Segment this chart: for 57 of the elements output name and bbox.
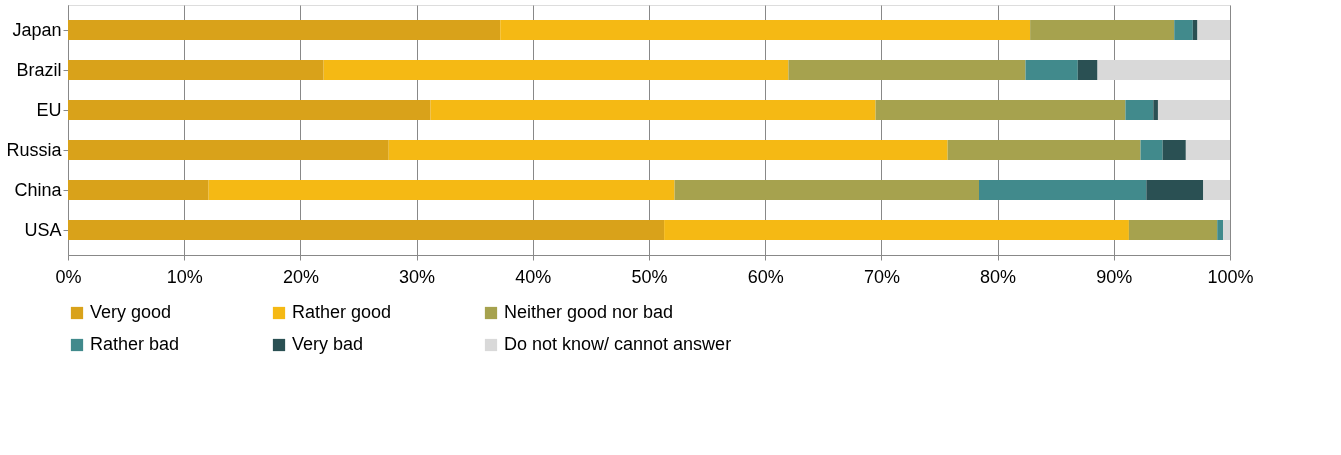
bar	[68, 60, 324, 80]
legend-label: Do not know/ cannot answer	[504, 334, 732, 354]
bar	[68, 100, 431, 120]
bar	[1125, 100, 1154, 120]
bar	[1025, 60, 1078, 80]
y-tick-label: China	[14, 179, 63, 200]
x-tick-label: 60%	[747, 266, 784, 287]
bar	[1097, 60, 1230, 80]
bar	[323, 60, 789, 80]
x-tick-label: 80%	[980, 266, 1017, 287]
x-tick-label: 0%	[55, 266, 82, 287]
x-tick-label: 70%	[863, 266, 900, 287]
x-tick-label: 20%	[282, 266, 319, 287]
bar	[1140, 140, 1163, 160]
bar	[68, 220, 665, 240]
y-tick-label: Russia	[6, 139, 63, 160]
bar	[1128, 220, 1218, 240]
bar	[68, 180, 209, 200]
bar	[1203, 180, 1230, 200]
x-tick-label: 90%	[1096, 266, 1133, 287]
bar	[1174, 20, 1193, 40]
bar	[68, 140, 389, 160]
bar	[1157, 100, 1230, 120]
bar	[788, 60, 1026, 80]
bar	[979, 180, 1147, 200]
legend-label: Rather good	[292, 302, 392, 322]
x-tick-label: 30%	[399, 266, 436, 287]
bar	[1185, 140, 1230, 160]
bar	[430, 100, 876, 120]
bar	[1162, 140, 1186, 160]
y-tick-label: Japan	[12, 19, 62, 40]
x-tick-label: 50%	[631, 266, 668, 287]
bar	[1153, 100, 1158, 120]
x-tick-label: 10%	[166, 266, 203, 287]
bar	[1223, 220, 1230, 240]
bar	[674, 180, 980, 200]
legend-label: Neither good nor bad	[504, 302, 674, 322]
bar	[947, 140, 1141, 160]
bar	[1077, 60, 1098, 80]
bar	[500, 20, 1031, 40]
bar	[875, 100, 1126, 120]
bar	[1197, 20, 1230, 40]
y-tick-label: USA	[24, 219, 62, 240]
legend-label: Very bad	[292, 334, 364, 354]
bar	[68, 20, 501, 40]
legend-label: Rather bad	[90, 334, 180, 354]
y-tick-label: EU	[36, 99, 62, 120]
bar	[1217, 220, 1224, 240]
bar	[1146, 180, 1204, 200]
legend-label: Very good	[90, 302, 172, 322]
y-tick-label: Brazil	[16, 59, 62, 80]
bar	[388, 140, 948, 160]
bar	[1030, 20, 1175, 40]
x-tick-label: 40%	[515, 266, 552, 287]
x-tick-label: 100%	[1207, 266, 1254, 287]
bar	[664, 220, 1129, 240]
bar	[208, 180, 675, 200]
